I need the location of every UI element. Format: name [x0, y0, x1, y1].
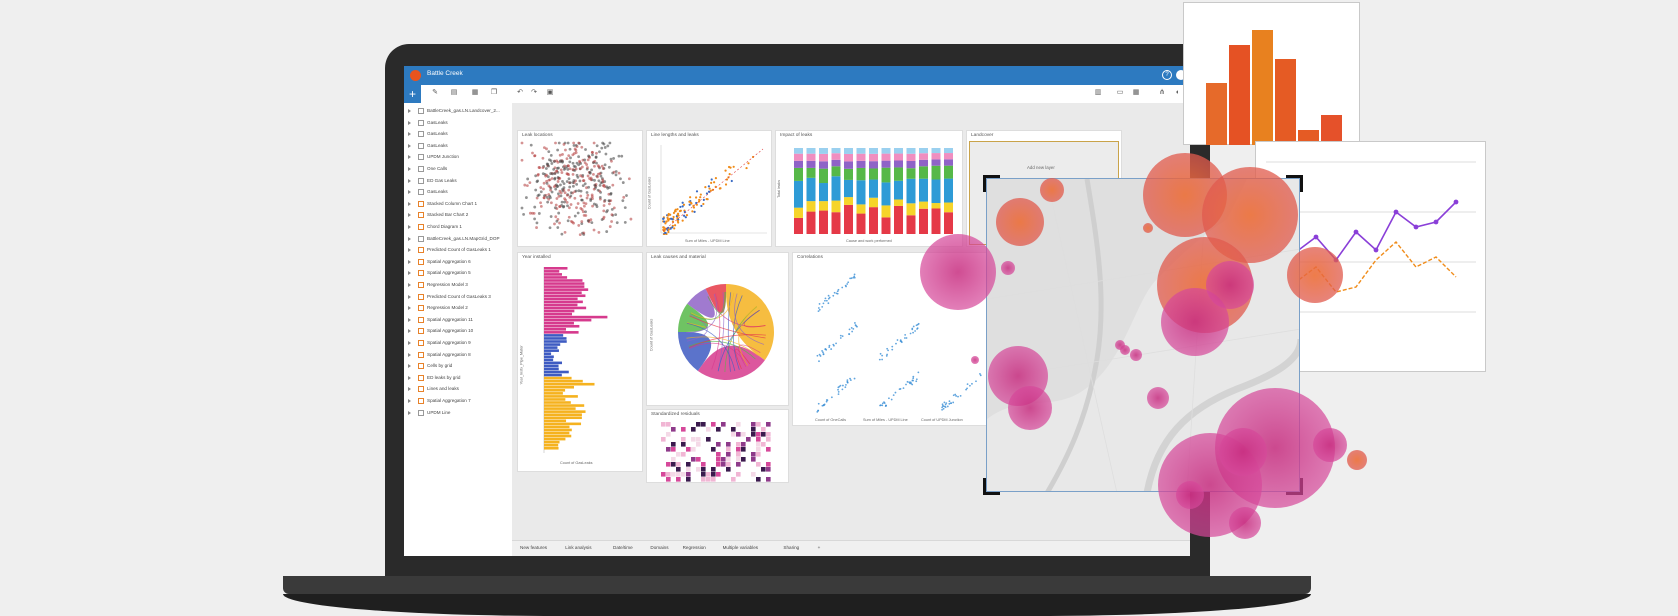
- map-bubble: [1115, 340, 1125, 350]
- map-bubble: [1008, 386, 1052, 430]
- map-bubble: [971, 356, 979, 364]
- map-bubble: [1176, 481, 1204, 509]
- map-bubble: [1130, 349, 1142, 361]
- map-bubble: [1147, 387, 1169, 409]
- map-bubble: [1040, 178, 1064, 202]
- map-bubble: [1347, 450, 1367, 470]
- map-bubble: [1219, 428, 1267, 476]
- map-bubble: [920, 234, 996, 310]
- map-bubble: [1313, 428, 1347, 462]
- map-bubble: [1229, 507, 1261, 539]
- map-bubble: [1287, 247, 1343, 303]
- map-bubble: [996, 198, 1044, 246]
- map-bubble: [1143, 223, 1153, 233]
- map-bubble: [1206, 261, 1254, 309]
- map-bubble: [1001, 261, 1015, 275]
